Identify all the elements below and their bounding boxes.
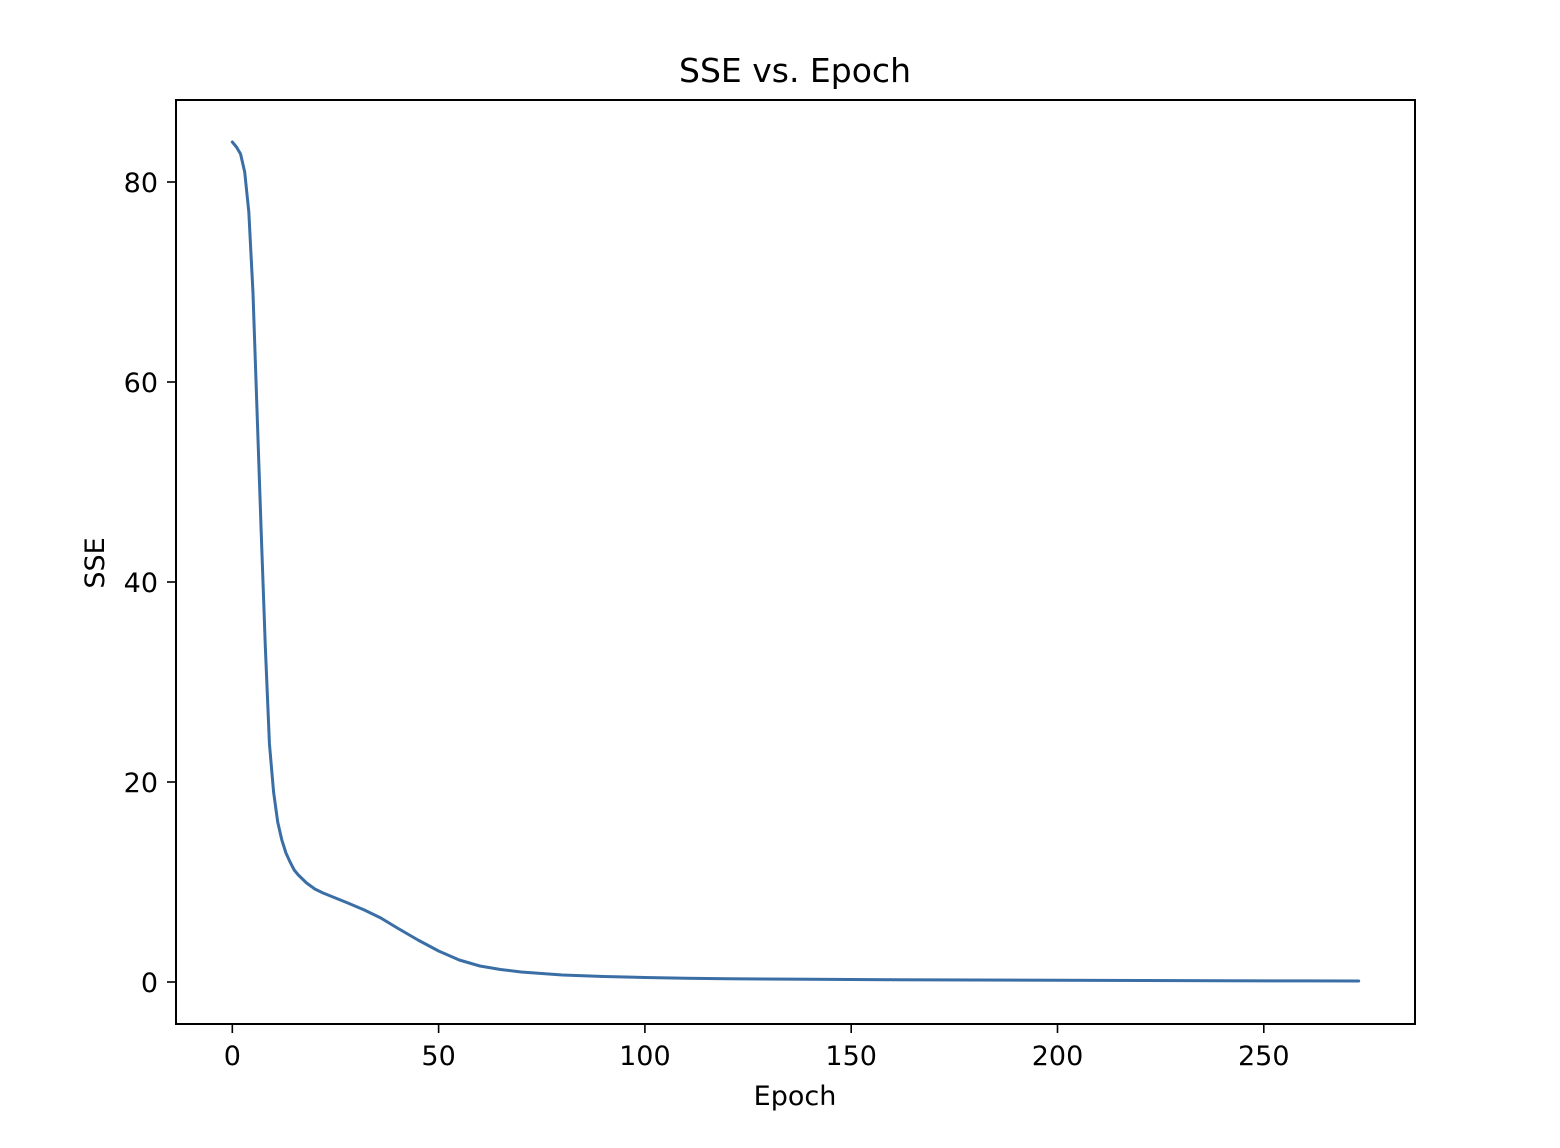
sse-line xyxy=(230,140,1361,983)
x-tick-label: 100 xyxy=(619,1041,671,1072)
x-tick-label: 250 xyxy=(1238,1041,1290,1072)
x-tick-label: 150 xyxy=(825,1041,877,1072)
plot-frame xyxy=(175,99,1416,1025)
x-tick-label: 0 xyxy=(224,1041,241,1072)
y-tick-label: 20 xyxy=(124,768,158,799)
x-tick-label: 200 xyxy=(1032,1041,1084,1072)
x-axis: 0 50 100 150 200 250 xyxy=(224,1024,1290,1072)
x-tick-label: 50 xyxy=(421,1041,455,1072)
x-axis-label: Epoch xyxy=(754,1081,837,1112)
chart-title: SSE vs. Epoch xyxy=(679,51,911,90)
y-tick-label: 0 xyxy=(141,968,158,999)
y-tick-label: 40 xyxy=(124,568,158,599)
y-axis-label: SSE xyxy=(80,537,111,588)
y-tick-label: 80 xyxy=(124,168,158,199)
y-axis: 0 20 40 60 80 xyxy=(124,168,176,999)
y-tick-label: 60 xyxy=(124,368,158,399)
